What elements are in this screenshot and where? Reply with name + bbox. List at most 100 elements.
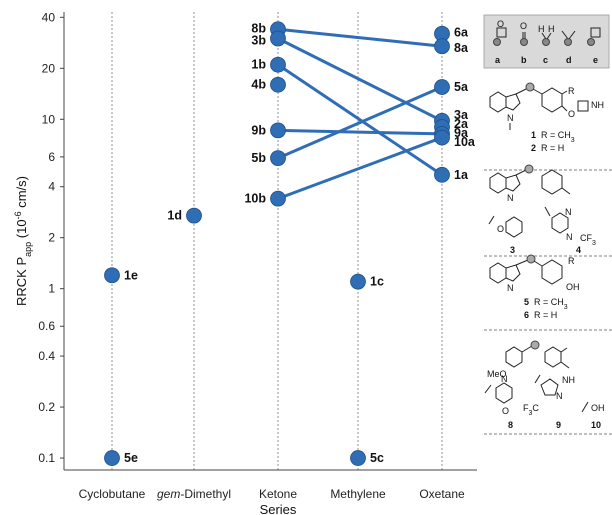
connection-line <box>277 128 443 136</box>
substituent-e-cyclobutane <box>587 27 601 46</box>
substituent-d-gem-dimethyl <box>561 30 576 46</box>
data-point <box>270 190 286 207</box>
x-tick-label: Ketone <box>259 487 297 501</box>
svg-text:N: N <box>566 232 573 242</box>
svg-text:N: N <box>565 207 572 217</box>
data-point-label: 8a <box>454 41 469 55</box>
data-point-label: 4b <box>251 78 266 92</box>
x-tick-label: gem-Dimethyl <box>157 487 231 501</box>
data-point-label: 1a <box>454 168 469 182</box>
svg-text:R: R <box>568 256 575 266</box>
y-tick-label: 6 <box>48 150 55 164</box>
data-point <box>350 273 366 290</box>
plot-area: 0.1 0.2 0.4 0.6 1 2 4 6 10 20 40 Cyclobutane gem-Dim… <box>13 10 477 515</box>
svg-text:O: O <box>502 406 509 416</box>
svg-text:2: 2 <box>531 143 536 153</box>
y-axis-label: RRCK Papp (10-6 cm/s) <box>13 176 33 306</box>
data-point-label: 5a <box>454 80 469 94</box>
data-point-label: 5e <box>124 451 138 465</box>
y-tick-label: 0.2 <box>38 400 55 414</box>
data-point-label: 8b <box>251 21 266 35</box>
data-point-label: 1e <box>124 268 138 282</box>
data-point-label: 9a <box>454 126 469 140</box>
svg-text:5: 5 <box>524 297 529 307</box>
data-point <box>270 122 286 139</box>
svg-text:N: N <box>556 391 563 401</box>
data-point <box>434 166 450 183</box>
data-point-label: 5c <box>370 451 384 465</box>
x-tick-label: Cyclobutane <box>79 487 146 501</box>
legend-letter-c: c <box>543 55 548 65</box>
svg-text:F3C: F3C <box>523 403 539 417</box>
x-axis-label: Series <box>260 502 297 515</box>
svg-text:4: 4 <box>576 245 581 255</box>
svg-text:H: H <box>538 24 545 34</box>
svg-text:NH: NH <box>591 100 604 110</box>
svg-text:N: N <box>501 374 508 384</box>
structure-compounds-5-6: N R OH 5 R = CH3 6 R = H <box>489 254 580 320</box>
data-point-label: 9b <box>251 123 266 137</box>
data-point <box>270 30 286 47</box>
data-point-label: 10a <box>454 135 476 149</box>
svg-text:OH: OH <box>591 403 605 413</box>
y-tick-label: 4 <box>48 180 55 194</box>
svg-text:N: N <box>507 193 514 203</box>
connection-line <box>277 136 443 201</box>
substituent-b-ketone: O <box>520 21 528 46</box>
data-point-label: 3b <box>251 33 266 47</box>
connection-line <box>277 27 443 48</box>
legend-letter-a: a <box>495 55 501 65</box>
svg-text:H: H <box>548 24 555 34</box>
data-point <box>186 207 202 224</box>
svg-text:R = CH3: R = CH3 <box>534 297 568 311</box>
svg-text:9: 9 <box>556 420 561 430</box>
x-tick-label: Methylene <box>330 487 386 501</box>
connection-line <box>277 37 443 123</box>
svg-text:R = CH3: R = CH3 <box>541 130 575 144</box>
substituent-c-methylene: H H <box>538 24 555 46</box>
structure-compounds-1-2: N R O NH 1 R = CH3 2 R = H <box>489 82 604 153</box>
y-tick-label: 0.4 <box>38 349 55 363</box>
y-tick-label: 40 <box>42 10 56 24</box>
data-point-label: 2a <box>454 117 469 131</box>
svg-text:MeO: MeO <box>487 369 507 379</box>
data-point-label: 3a <box>454 108 469 122</box>
connection-line <box>277 63 443 177</box>
svg-text:3: 3 <box>510 245 515 255</box>
structure-compounds-3-4: N O 3 N N CF3 4 <box>488 164 596 255</box>
y-tick-label: 1 <box>48 282 55 296</box>
svg-text:R = H: R = H <box>541 143 564 153</box>
svg-text:6: 6 <box>524 310 529 320</box>
svg-text:N: N <box>507 283 514 293</box>
data-point <box>350 450 366 466</box>
svg-text:R: R <box>568 86 575 96</box>
data-point <box>270 76 286 93</box>
legend-letter-b: b <box>521 55 527 65</box>
svg-text:O: O <box>568 109 575 119</box>
connection-line <box>277 85 443 160</box>
data-point-label: 1c <box>370 275 384 289</box>
data-point-label: 1d <box>167 209 182 223</box>
legend-letter-e: e <box>593 55 598 65</box>
svg-text:O: O <box>497 19 504 29</box>
svg-text:O: O <box>497 224 504 234</box>
x-tick-label: Oxetane <box>419 487 465 501</box>
data-point <box>434 129 450 146</box>
y-tick-label: 2 <box>48 231 55 245</box>
data-point <box>270 150 286 167</box>
y-tick-label: 0.6 <box>38 319 55 333</box>
data-point <box>104 450 120 466</box>
svg-text:1: 1 <box>531 130 536 140</box>
svg-text:8: 8 <box>508 420 513 430</box>
y-tick-label: 10 <box>42 112 56 126</box>
data-point-label: 6a <box>454 26 469 40</box>
svg-text:O: O <box>520 21 527 31</box>
data-point-label: 10b <box>244 192 266 206</box>
svg-text:10: 10 <box>591 420 601 430</box>
structure-compounds-8-9-10: MeO N O 8 NH N F3C 9 OH 10 <box>484 340 605 430</box>
legend-letter-d: d <box>566 55 572 65</box>
data-point <box>434 38 450 55</box>
data-point <box>434 79 450 95</box>
y-tick-label: 20 <box>42 61 56 75</box>
